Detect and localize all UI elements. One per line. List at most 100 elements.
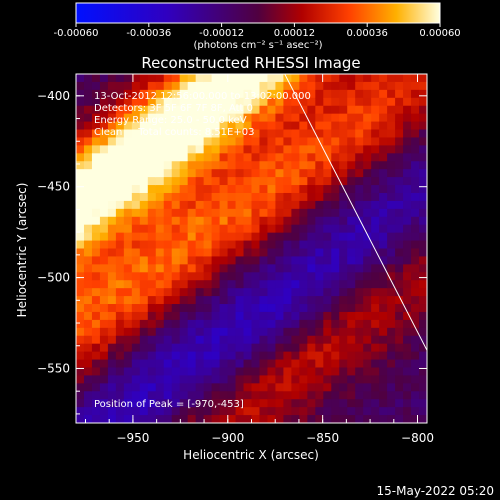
heatmap-cell (283, 399, 292, 408)
heatmap-cell (155, 137, 165, 146)
heatmap-cell (163, 200, 173, 210)
heatmap-cell (371, 399, 380, 408)
heatmap-cell (187, 407, 197, 416)
heatmap-cell (195, 74, 205, 83)
heatmap-cell (339, 256, 348, 265)
heatmap-cell (235, 145, 245, 154)
heatmap-cell (203, 97, 213, 107)
heatmap-cell (147, 272, 157, 281)
heatmap-cell (107, 177, 117, 186)
heatmap-cell (419, 145, 427, 154)
heatmap-cell (123, 296, 133, 305)
heatmap-cell (147, 288, 157, 297)
heatmap-cell (107, 296, 117, 305)
heatmap-cell (283, 192, 292, 202)
heatmap-cell (339, 351, 348, 361)
heatmap-cell (163, 121, 173, 131)
heatmap-cell (227, 121, 237, 131)
heatmap-cell (243, 153, 253, 162)
heatmap-cell (115, 288, 125, 297)
heatmap-cell (307, 81, 316, 91)
heatmap-cell (131, 343, 141, 353)
heatmap-cell (411, 200, 420, 210)
heatmap-cell (147, 89, 157, 99)
heatmap-cell (299, 153, 308, 162)
heatmap-cell (419, 304, 427, 313)
heatmap-cell (347, 288, 356, 297)
heatmap-cell (291, 105, 300, 115)
heatmap-cell (139, 256, 149, 265)
heatmap-cell (163, 335, 173, 345)
heatmap-cell (347, 319, 356, 329)
heatmap-cell (107, 224, 117, 234)
heatmap-cell (355, 129, 364, 139)
heatmap-cell (227, 81, 237, 91)
heatmap-cell (267, 224, 277, 234)
heatmap-cell (275, 89, 285, 99)
heatmap-cell (251, 256, 261, 265)
heatmap-cell (131, 351, 141, 361)
heatmap-cell (115, 169, 125, 178)
heatmap-cell (227, 375, 237, 384)
heatmap-cell (355, 240, 364, 250)
heatmap-cell (411, 399, 420, 408)
heatmap-cell (195, 113, 205, 123)
heatmap-cell (363, 113, 372, 123)
heatmap-cell (243, 335, 253, 345)
heatmap-cell (219, 335, 229, 345)
heatmap-cell (283, 335, 292, 345)
heatmap-cell (371, 113, 380, 123)
heatmap-cell (395, 185, 404, 194)
heatmap-cell (259, 224, 269, 234)
heatmap-cell (227, 264, 237, 273)
heatmap-cell (99, 335, 109, 345)
heatmap-cell (99, 153, 109, 162)
heatmap-cell (363, 145, 372, 154)
heatmap-cell (251, 185, 261, 194)
heatmap-cell (187, 161, 197, 170)
heatmap-cell (115, 359, 125, 369)
x-tick-label: −900 (211, 431, 244, 445)
heatmap-cell (211, 153, 221, 162)
heatmap-cell (123, 399, 133, 408)
heatmap-cell (307, 391, 316, 400)
heatmap-cell (387, 153, 396, 162)
heatmap-cell (243, 240, 253, 250)
heatmap-cell (123, 97, 133, 107)
heatmap-cell (211, 264, 221, 273)
heatmap-cell (267, 161, 277, 170)
heatmap-cell (211, 327, 221, 337)
heatmap-cell (419, 216, 427, 226)
heatmap-cell (379, 161, 388, 170)
heatmap-cell (323, 399, 332, 408)
heatmap-cell (83, 200, 93, 210)
heatmap-cell (195, 224, 205, 234)
heatmap-cell (91, 304, 101, 313)
heatmap-cell (339, 272, 348, 281)
heatmap-cell (291, 383, 300, 392)
heatmap-cell (275, 288, 285, 297)
heatmap-cell (76, 359, 85, 369)
heatmap-cell (235, 129, 245, 139)
heatmap-cell (307, 399, 316, 408)
heatmap-cell (83, 335, 93, 345)
heatmap-cell (323, 375, 332, 384)
heatmap-cell (163, 280, 173, 289)
heatmap-cell (171, 351, 181, 361)
heatmap-cell (419, 264, 427, 273)
heatmap-cell (251, 311, 261, 321)
heatmap-cell (243, 185, 253, 194)
heatmap-cell (339, 105, 348, 115)
heatmap-cell (275, 407, 285, 416)
heatmap-cell (211, 232, 221, 242)
heatmap-cell (123, 232, 133, 242)
heatmap-cell (211, 240, 221, 250)
heatmap-cell (203, 145, 213, 154)
heatmap-cell (76, 129, 85, 139)
heatmap-cell (259, 359, 269, 369)
heatmap-cell (131, 208, 141, 218)
heatmap-cell (419, 248, 427, 258)
heatmap-cell (307, 359, 316, 369)
heatmap-cell (147, 161, 157, 170)
heatmap-cell (251, 264, 261, 273)
